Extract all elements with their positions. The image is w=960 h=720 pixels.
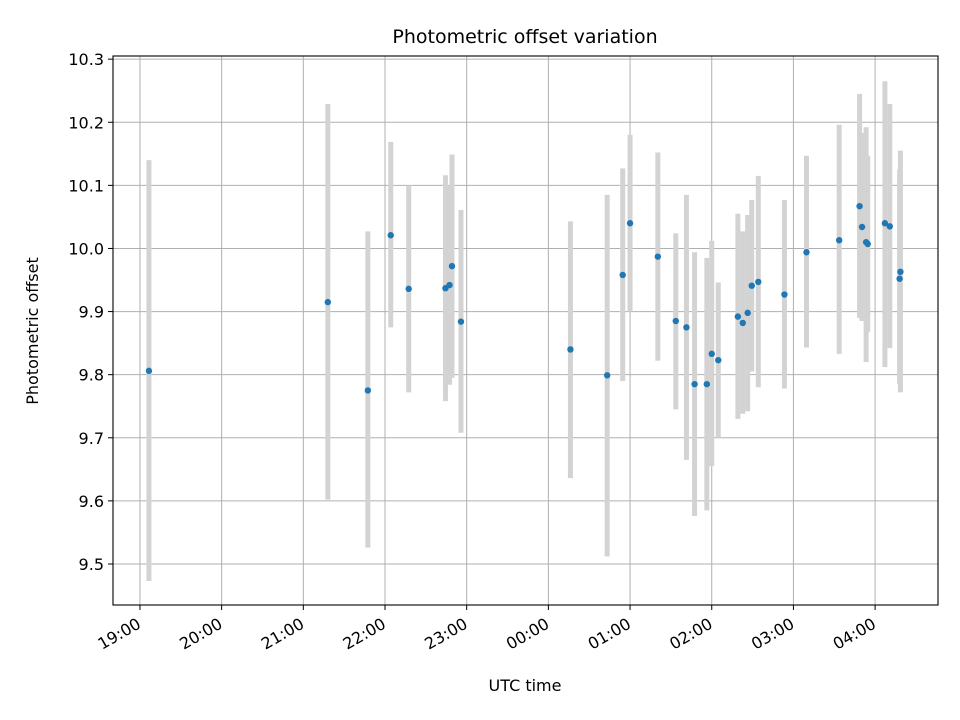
data-point (448, 262, 456, 270)
data-point (405, 285, 412, 293)
data-point (896, 275, 903, 282)
data-point (619, 271, 626, 279)
y-axis-ticks: 9.5 9.6 9.7 9.8 9.9 10.0 10.1 10.2 10.3 (68, 50, 113, 574)
y-tick-label: 9.8 (79, 366, 104, 385)
data-point (835, 237, 843, 244)
data-point (748, 282, 755, 289)
x-axis-label: UTC time (489, 676, 562, 695)
y-tick-label: 10.3 (68, 50, 104, 69)
y-tick-label: 10.0 (68, 239, 104, 258)
data-point (897, 268, 904, 276)
grid-lines (113, 56, 938, 605)
data-point (715, 356, 722, 364)
data-point (626, 220, 634, 227)
plot-frame (112, 55, 939, 606)
data-point (864, 240, 871, 248)
data-point (856, 202, 863, 210)
data-point (672, 317, 679, 325)
data-point (446, 281, 453, 289)
data-point (324, 298, 332, 306)
y-tick-label: 9.6 (79, 492, 104, 511)
data-point (654, 253, 662, 260)
y-tick-label: 9.5 (79, 555, 104, 574)
data-point (683, 324, 690, 331)
data-point (739, 319, 746, 327)
y-tick-label: 10.2 (68, 113, 104, 132)
chart-title: Photometric offset variation (392, 26, 657, 48)
data-point (886, 223, 894, 230)
data-point (703, 380, 711, 388)
data-point (881, 220, 889, 227)
data-point (145, 367, 153, 375)
data-point (803, 249, 810, 256)
data-point (781, 291, 788, 298)
data-point (457, 318, 465, 325)
data-point (691, 380, 698, 388)
y-tick-label: 9.9 (79, 303, 104, 322)
data-point (364, 387, 372, 394)
data-point (567, 346, 574, 353)
y-tick-label: 9.7 (79, 429, 104, 448)
data-point (734, 313, 742, 320)
data-point (744, 309, 751, 317)
data-point (708, 350, 715, 358)
data-point (603, 372, 611, 379)
data-point (755, 278, 762, 286)
data-point (858, 223, 866, 231)
data-point (387, 232, 394, 239)
y-tick-label: 10.1 (68, 176, 104, 195)
data-points (145, 202, 904, 394)
y-axis-label: Photometric offset (23, 257, 42, 405)
